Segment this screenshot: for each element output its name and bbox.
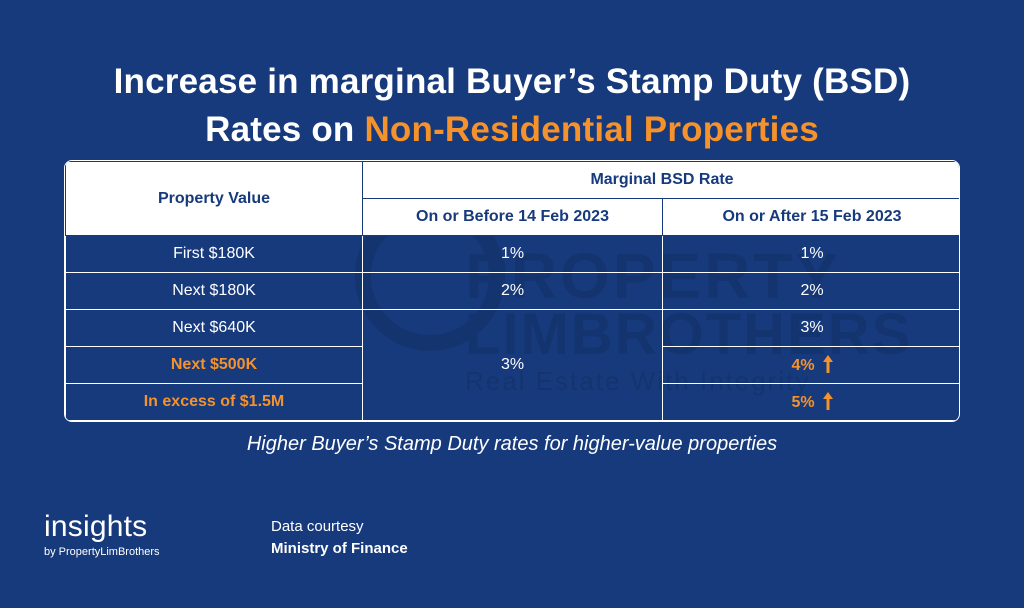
bsd-rate-table: Property Value Marginal BSD Rate On or B… [65, 161, 959, 421]
title-accent: Non-Residential Properties [364, 110, 819, 149]
bsd-rate-table-container: PROPERTY LIMBROTHERS Real Estate With In… [64, 160, 960, 422]
cell-property: Next $180K [65, 272, 363, 310]
cell-property: Next $640K [65, 309, 363, 347]
data-source: Data courtesy Ministry of Finance [271, 516, 408, 560]
table-caption: Higher Buyer’s Stamp Duty rates for high… [246, 433, 778, 455]
header-marginal-bsd-rate: Marginal BSD Rate [361, 161, 959, 199]
cell-rate-after: 4% [661, 346, 959, 384]
brand-logo: insights by PropertyLimBrothers [44, 510, 160, 559]
page-title: Increase in marginal Buyer’s Stamp Duty … [0, 58, 1024, 154]
title-line-1: Increase in marginal Buyer’s Stamp Duty … [113, 62, 911, 101]
header-property-value: Property Value [65, 161, 363, 236]
cell-property: First $180K [65, 235, 363, 273]
source-label: Data courtesy [271, 518, 364, 535]
cell-property: In excess of $1.5M [65, 383, 363, 421]
table-row: First $180K 1% 1% [65, 235, 959, 273]
cell-rate-after: 1% [661, 235, 959, 273]
header-before-date: On or Before 14 Feb 2023 [362, 198, 663, 236]
up-arrow-icon [822, 392, 833, 410]
rate-value: 4% [791, 357, 815, 374]
cell-rate-before-merged: 3% [362, 309, 663, 421]
table-row: In excess of $1.5M 5% [65, 383, 959, 421]
brand-subtitle: by PropertyLimBrothers [44, 546, 160, 558]
table-row: Next $640K 3% 3% [65, 309, 959, 421]
brand-name: insights [44, 510, 148, 543]
title-prefix: Rates on [205, 110, 365, 149]
table-row: Next $180K 2% 2% [65, 272, 959, 310]
cell-rate-before: 2% [362, 272, 663, 310]
header-after-date: On or After 15 Feb 2023 [661, 198, 959, 236]
cell-rate-before: 1% [362, 235, 663, 273]
cell-property: Next $500K [65, 346, 363, 384]
cell-rate-after: 2% [661, 272, 959, 310]
title-line-2: Rates on Non-Residential Properties [0, 106, 1024, 154]
cell-rate-after: 3% [661, 309, 959, 347]
cell-rate-after: 5% [661, 383, 959, 421]
up-arrow-icon [822, 355, 833, 373]
rate-value: 5% [791, 394, 815, 411]
source-org: Ministry of Finance [271, 540, 408, 557]
